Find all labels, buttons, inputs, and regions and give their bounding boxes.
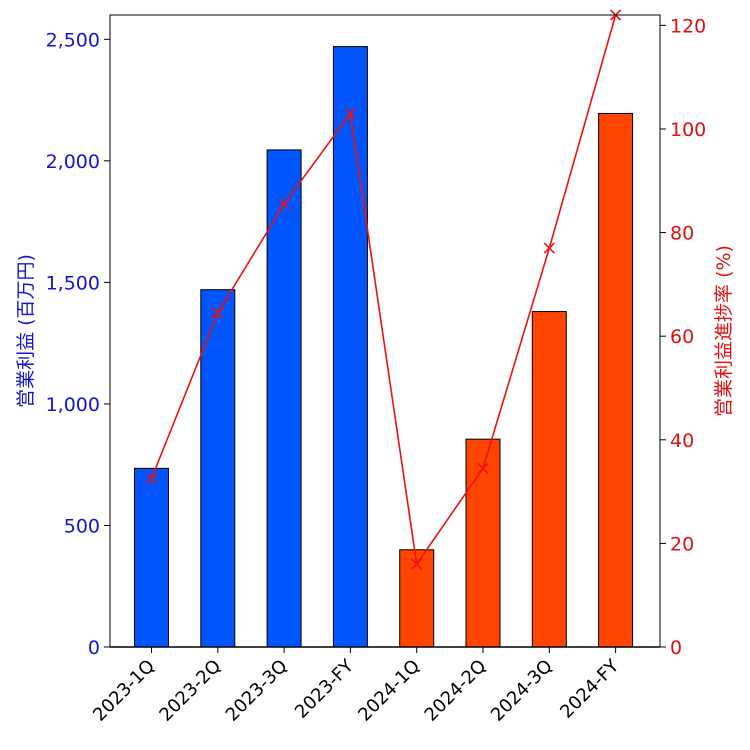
plot-frame [109, 14, 661, 648]
left-tick-label: 2,500 [46, 29, 100, 51]
bar-2023-3Q [266, 149, 302, 648]
bar-2024-3Q [531, 311, 567, 648]
progress-marker-2023-1Q [145, 473, 158, 485]
left-tick-label: 1,500 [46, 272, 100, 294]
right-tick-label: 40 [670, 430, 694, 452]
right-tick-label: 0 [670, 637, 682, 659]
left-tick-label: 2,000 [46, 151, 100, 173]
x-tick-label: 2024-3Q [487, 656, 557, 726]
progress-marker-2023-3Q [278, 198, 290, 210]
x-tick-label: 2023-1Q [89, 656, 159, 726]
bar-2023-2Q [200, 289, 236, 648]
bar-2024-FY [598, 112, 634, 648]
progress-line-layer [145, 9, 622, 570]
bar-2023-FY [332, 46, 368, 648]
x-tick-label: 2024-2Q [421, 656, 491, 726]
axes-layer [109, 14, 661, 648]
y-axis-left-label: 営業利益 (百万円) [15, 254, 37, 408]
right-tick-label: 20 [670, 533, 694, 555]
x-tick-label: 2024-FY [556, 655, 624, 723]
bar-2024-1Q [399, 549, 435, 648]
progress-marker-2023-FY [344, 107, 356, 119]
x-tick-label: 2023-FY [291, 655, 359, 723]
progress-marker-2023-2Q [212, 307, 224, 319]
left-axis-ticks: 0 500 1,000 1,500 2,000 2,500 [46, 29, 110, 659]
progress-marker-2024-1Q [411, 558, 423, 570]
bar-2024-2Q [465, 438, 501, 648]
right-tick-label: 60 [670, 326, 694, 348]
y-axis-right-label: 営業利益進捗率 (%) [713, 245, 735, 417]
progress-marker-2024-2Q [477, 462, 489, 474]
bar-2023-1Q [134, 467, 169, 648]
right-tick-label: 120 [670, 15, 706, 37]
right-tick-label: 100 [670, 119, 706, 141]
left-tick-label: 0 [88, 637, 100, 659]
right-axis-ticks: 0 20 40 60 80 100 120 [660, 15, 706, 659]
progress-line [150, 14, 617, 567]
bars-layer [134, 46, 634, 648]
progress-marker-2024-3Q [543, 242, 555, 254]
right-tick-label: 80 [670, 223, 694, 245]
x-tick-label: 2023-2Q [155, 656, 225, 726]
left-tick-label: 1,000 [46, 394, 100, 416]
left-tick-label: 500 [64, 515, 100, 537]
x-tick-label: 2024-1Q [354, 656, 424, 726]
x-tick-label: 2023-3Q [222, 656, 292, 726]
